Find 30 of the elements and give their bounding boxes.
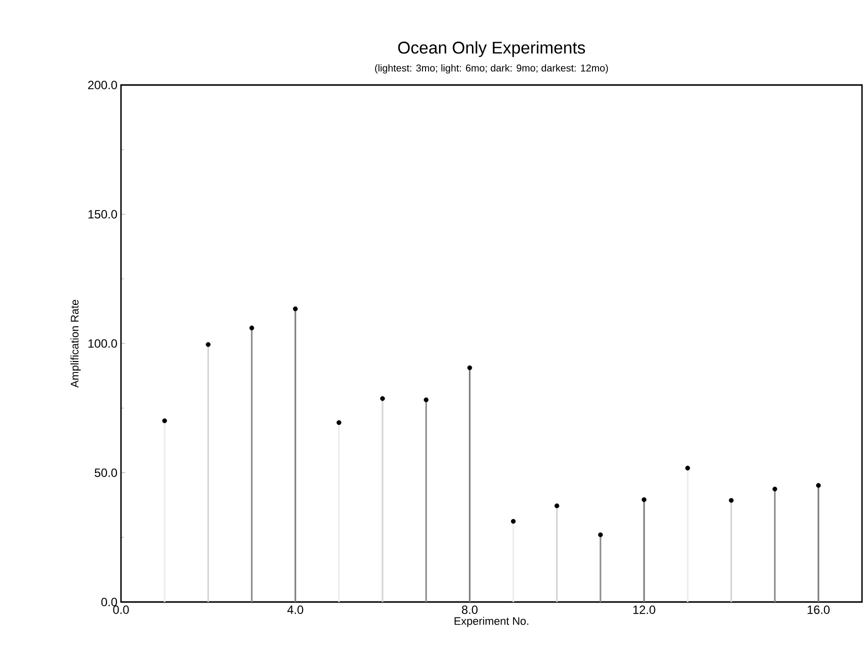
chart-subtitle: (lightest: 3mo; light: 6mo; dark: 9mo; darkest: 12mo) bbox=[375, 64, 608, 74]
point bbox=[510, 518, 516, 524]
x-axis-title: Experiment No. bbox=[454, 616, 528, 628]
point bbox=[554, 503, 560, 508]
x-tick-label: 12.0 bbox=[633, 606, 656, 614]
y-axis-title: Amplification Rate bbox=[70, 300, 81, 388]
point bbox=[424, 397, 429, 402]
point bbox=[162, 418, 167, 424]
point bbox=[598, 532, 603, 538]
point bbox=[467, 365, 472, 370]
y-tick-label: 100.0 bbox=[88, 339, 118, 348]
point bbox=[816, 483, 821, 488]
y-tick-label: 0.0 bbox=[101, 598, 118, 606]
point bbox=[728, 498, 734, 503]
point bbox=[642, 497, 646, 502]
x-tick-label: 4.0 bbox=[287, 606, 304, 614]
point bbox=[206, 342, 211, 347]
point bbox=[772, 486, 778, 492]
y-tick-label: 200.0 bbox=[88, 80, 118, 90]
x-tick-label: 8.0 bbox=[462, 606, 478, 614]
point bbox=[336, 420, 342, 425]
point bbox=[292, 306, 298, 312]
point bbox=[380, 396, 385, 401]
y-tick-label: 150.0 bbox=[88, 210, 118, 218]
point bbox=[249, 326, 254, 330]
point bbox=[685, 466, 690, 470]
y-tick-label: 50.0 bbox=[94, 468, 118, 477]
chart-title: Ocean Only Experiments bbox=[398, 41, 585, 58]
x-tick-label: 0.0 bbox=[113, 606, 129, 614]
x-tick-label: 16.0 bbox=[808, 606, 830, 614]
